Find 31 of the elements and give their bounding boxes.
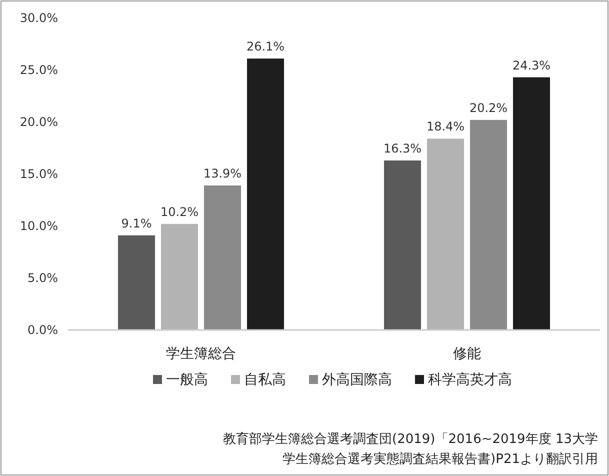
bar [247, 58, 284, 330]
x-tick-label: 学生簿総合 [166, 346, 236, 362]
data-label: 26.1% [246, 40, 285, 54]
legend-label: 外高国際高 [322, 372, 392, 388]
y-tick-label: 30.0% [20, 11, 58, 25]
bar [427, 138, 464, 330]
bar [513, 77, 550, 330]
y-tick-label: 5.0% [28, 271, 58, 285]
data-label: 20.2% [469, 100, 508, 115]
y-tick-label: 15.0% [20, 167, 58, 181]
data-label: 24.3% [512, 58, 551, 72]
data-label: 10.2% [160, 204, 199, 219]
y-tick-label: 25.0% [20, 63, 58, 77]
data-label: 16.3% [383, 141, 422, 156]
bar [470, 120, 507, 330]
y-tick-label: 20.0% [20, 115, 58, 129]
bar [118, 235, 155, 330]
data-label: 18.4% [426, 120, 465, 134]
y-tick-label: 10.0% [20, 219, 58, 233]
bar [161, 224, 198, 330]
text: 教育部学生簿総合選考調査団(2019)「2016~2019年度 13大学 [223, 431, 598, 447]
legend-label: 自私高 [244, 372, 286, 388]
data-label: 9.1% [121, 216, 152, 230]
bar [204, 185, 241, 330]
bar [384, 160, 421, 330]
data-label: 13.9% [203, 166, 242, 180]
text: 学生簿総合選考実態調査結果報告書)P21より翻訳引用 [282, 451, 598, 467]
x-tick-label: 修能 [453, 346, 481, 362]
legend-label: 科学高英才高 [428, 372, 512, 388]
y-tick-label: 0.0% [28, 323, 58, 337]
legend-label: 一般高 [166, 372, 208, 388]
